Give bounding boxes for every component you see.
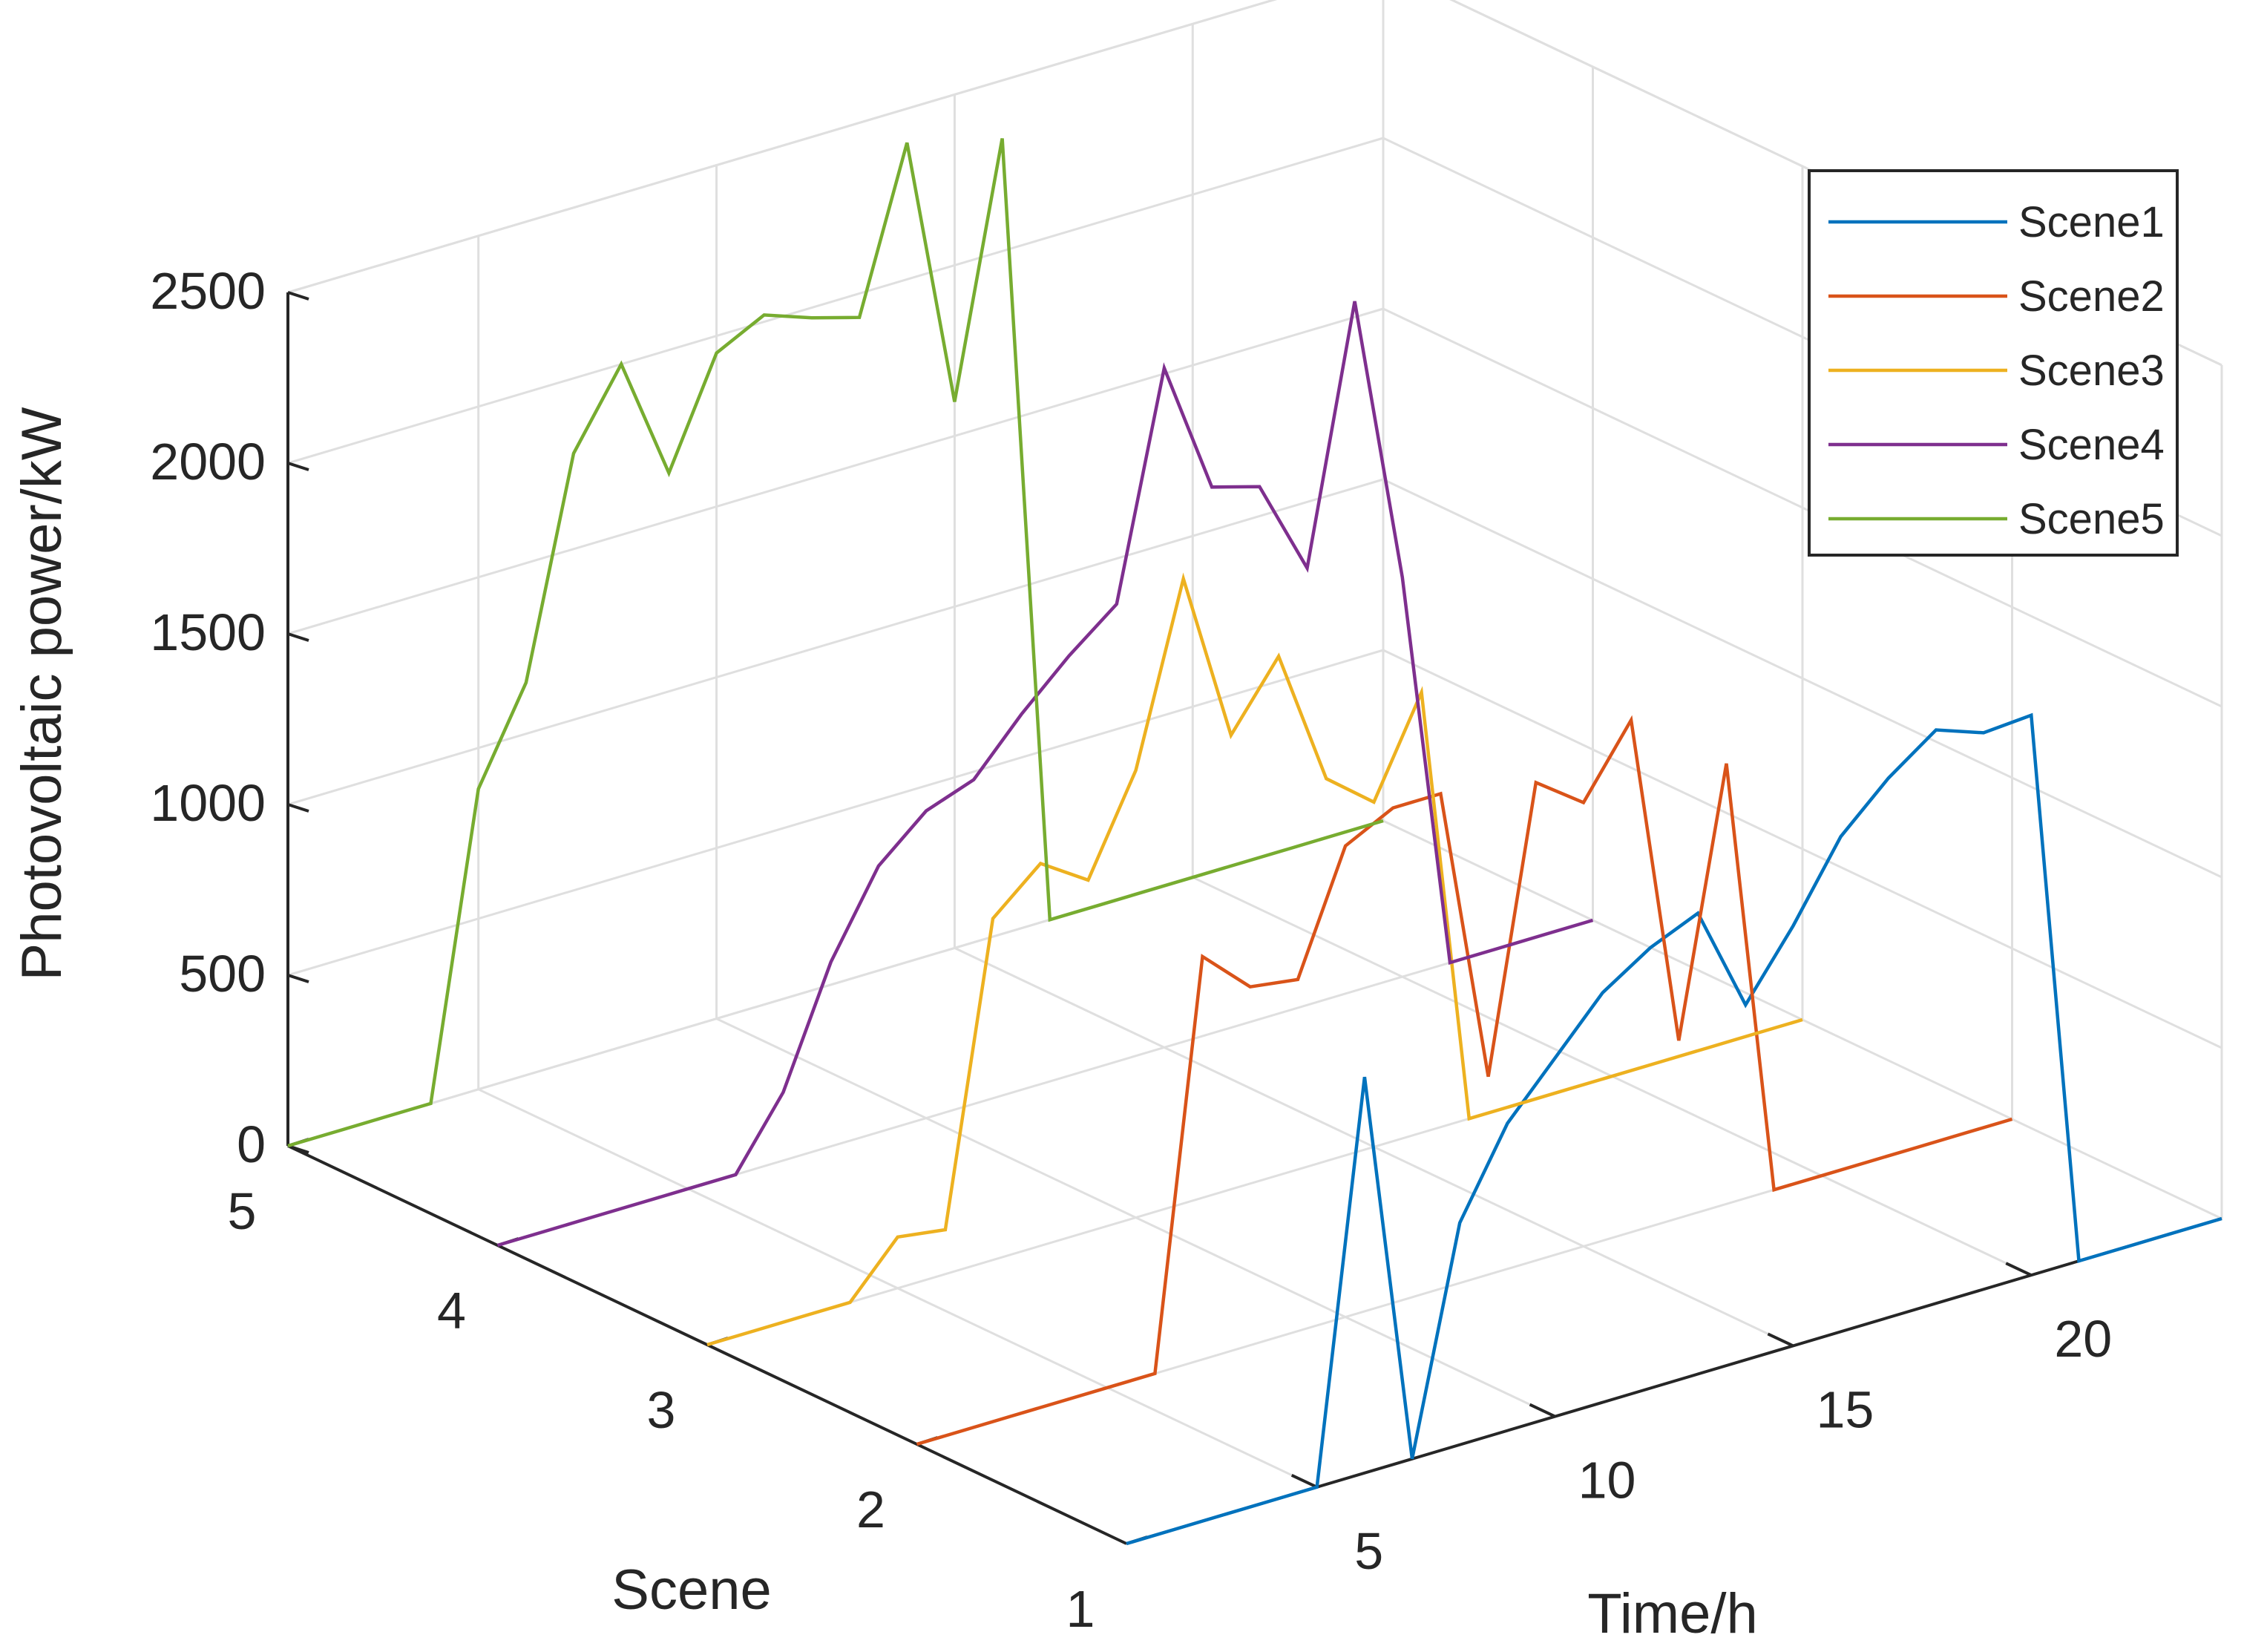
z-tick-mark — [287, 803, 309, 813]
series-line-scene4 — [496, 301, 1594, 1248]
x-tick-label: 15 — [1816, 1380, 1874, 1438]
series-line-scene2 — [916, 715, 2013, 1446]
x-tick-label: 5 — [1354, 1522, 1383, 1580]
z-axis-label: Photovoltaic power/kW — [10, 407, 73, 980]
z-tick-label: 500 — [179, 945, 266, 1003]
x-tick-mark — [1529, 1403, 1556, 1418]
z-tick-label: 0 — [237, 1115, 266, 1173]
z-tick-label: 2500 — [150, 262, 266, 320]
legend: Scene1 Scene2 Scene3 Scene4 Scene5 — [1808, 169, 2179, 557]
legend-label-scene5: Scene5 — [2018, 495, 2165, 543]
x-tick-mark — [1290, 1474, 1318, 1489]
back-wall-gridline-z — [287, 307, 1384, 635]
z-tick-label: 2000 — [150, 433, 266, 491]
legend-box — [1808, 169, 2179, 557]
right-wall-gridline-z — [1382, 307, 2222, 708]
legend-label-scene1: Scene1 — [2018, 198, 2165, 246]
legend-label-scene2: Scene2 — [2018, 272, 2165, 321]
x-tick-mark — [2005, 1262, 2033, 1276]
series-line-scene5 — [287, 138, 1384, 1148]
z-tick-mark — [287, 632, 309, 642]
back-wall-gridline-z — [287, 137, 1384, 465]
z-tick-mark — [287, 462, 309, 471]
back-wall-gridline-z — [287, 478, 1384, 806]
z-tick-label: 1000 — [150, 774, 266, 832]
z-tick-mark — [287, 291, 309, 301]
y-tick-label: 2 — [856, 1481, 885, 1538]
grid — [287, 0, 2223, 1545]
legend-label-scene4: Scene4 — [2018, 421, 2165, 469]
z-tick-mark — [287, 1144, 309, 1154]
box-edge — [287, 0, 1277, 294]
legend-label-scene3: Scene3 — [2018, 347, 2165, 395]
y-tick-label: 5 — [228, 1182, 257, 1240]
z-tick-mark — [287, 974, 309, 983]
series-group — [287, 138, 2222, 1546]
tick-labels: 5 10 15 20 1 2 3 4 5 0 500 1000 1500 2000 2500 — [150, 262, 2112, 1638]
y-tick-label: 4 — [437, 1282, 466, 1340]
y-tick-label: 3 — [647, 1381, 676, 1439]
series-line-scene1 — [1126, 712, 2222, 1546]
x-tick-label: 20 — [2054, 1310, 2112, 1368]
right-wall-gridline-z — [1382, 649, 2222, 1049]
y-tick-label: 1 — [1066, 1580, 1095, 1638]
y-axis-label: Scene — [611, 1558, 772, 1622]
right-wall-gridline-z — [1382, 478, 2222, 879]
x-tick-mark — [1767, 1332, 1794, 1348]
back-wall-gridline-z — [287, 649, 1384, 977]
x-axis-label: Time/h — [1587, 1582, 1757, 1645]
z-tick-label: 1500 — [150, 603, 266, 661]
x-tick-label: 10 — [1578, 1452, 1636, 1510]
series-line-scene3 — [706, 572, 1803, 1347]
